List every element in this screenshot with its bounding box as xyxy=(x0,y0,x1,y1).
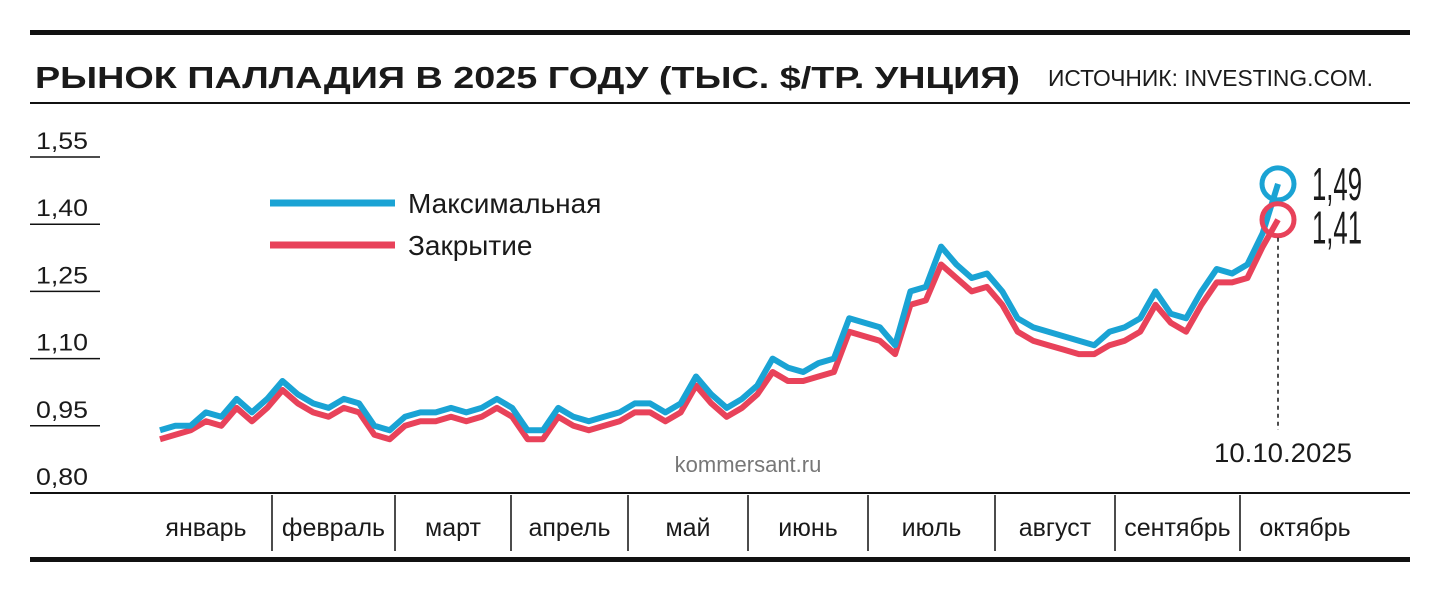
end-marker xyxy=(1259,165,1297,203)
x-tick-label: июль xyxy=(902,514,962,542)
chart-title: РЫНОК ПАЛЛАДИЯ В 2025 ГОДУ (ТЫС. $/ТР. У… xyxy=(35,60,1020,95)
date-label: 10.10.2025 xyxy=(1214,438,1352,468)
x-tick-label: июнь xyxy=(778,514,838,542)
x-tick-label: октябрь xyxy=(1259,514,1350,542)
y-tick-label: 1,40 xyxy=(36,195,88,222)
x-tick-label: март xyxy=(425,514,481,542)
x-tick-label: февраль xyxy=(282,514,385,542)
end-marker xyxy=(1259,201,1297,239)
series-line xyxy=(159,183,1281,434)
y-tick-label: 1,55 xyxy=(36,128,88,155)
x-tick-label: январь xyxy=(165,514,246,542)
series-line xyxy=(159,218,1281,443)
x-tick-label: август xyxy=(1019,514,1092,542)
y-tick-label: 0,80 xyxy=(36,464,88,491)
y-tick-label: 0,95 xyxy=(36,397,88,424)
bottom-rule xyxy=(30,557,1410,562)
end-label: 1,41 xyxy=(1312,202,1362,254)
x-tick-label: май xyxy=(665,514,710,542)
legend-label: Максимальная xyxy=(408,188,601,219)
x-tick-label: апрель xyxy=(528,514,610,542)
legend-label: Закрытие xyxy=(408,230,532,261)
source: ИСТОЧНИК: INVESTING.COM. xyxy=(1048,65,1373,91)
header-rule xyxy=(30,102,1410,104)
end-label: 1,49 xyxy=(1312,158,1362,210)
y-tick-label: 1,10 xyxy=(36,330,88,357)
watermark: kommersant.ru xyxy=(675,452,822,477)
top-rule xyxy=(30,30,1410,35)
y-tick-label: 1,25 xyxy=(36,262,88,289)
x-tick-label: сентябрь xyxy=(1124,514,1230,542)
